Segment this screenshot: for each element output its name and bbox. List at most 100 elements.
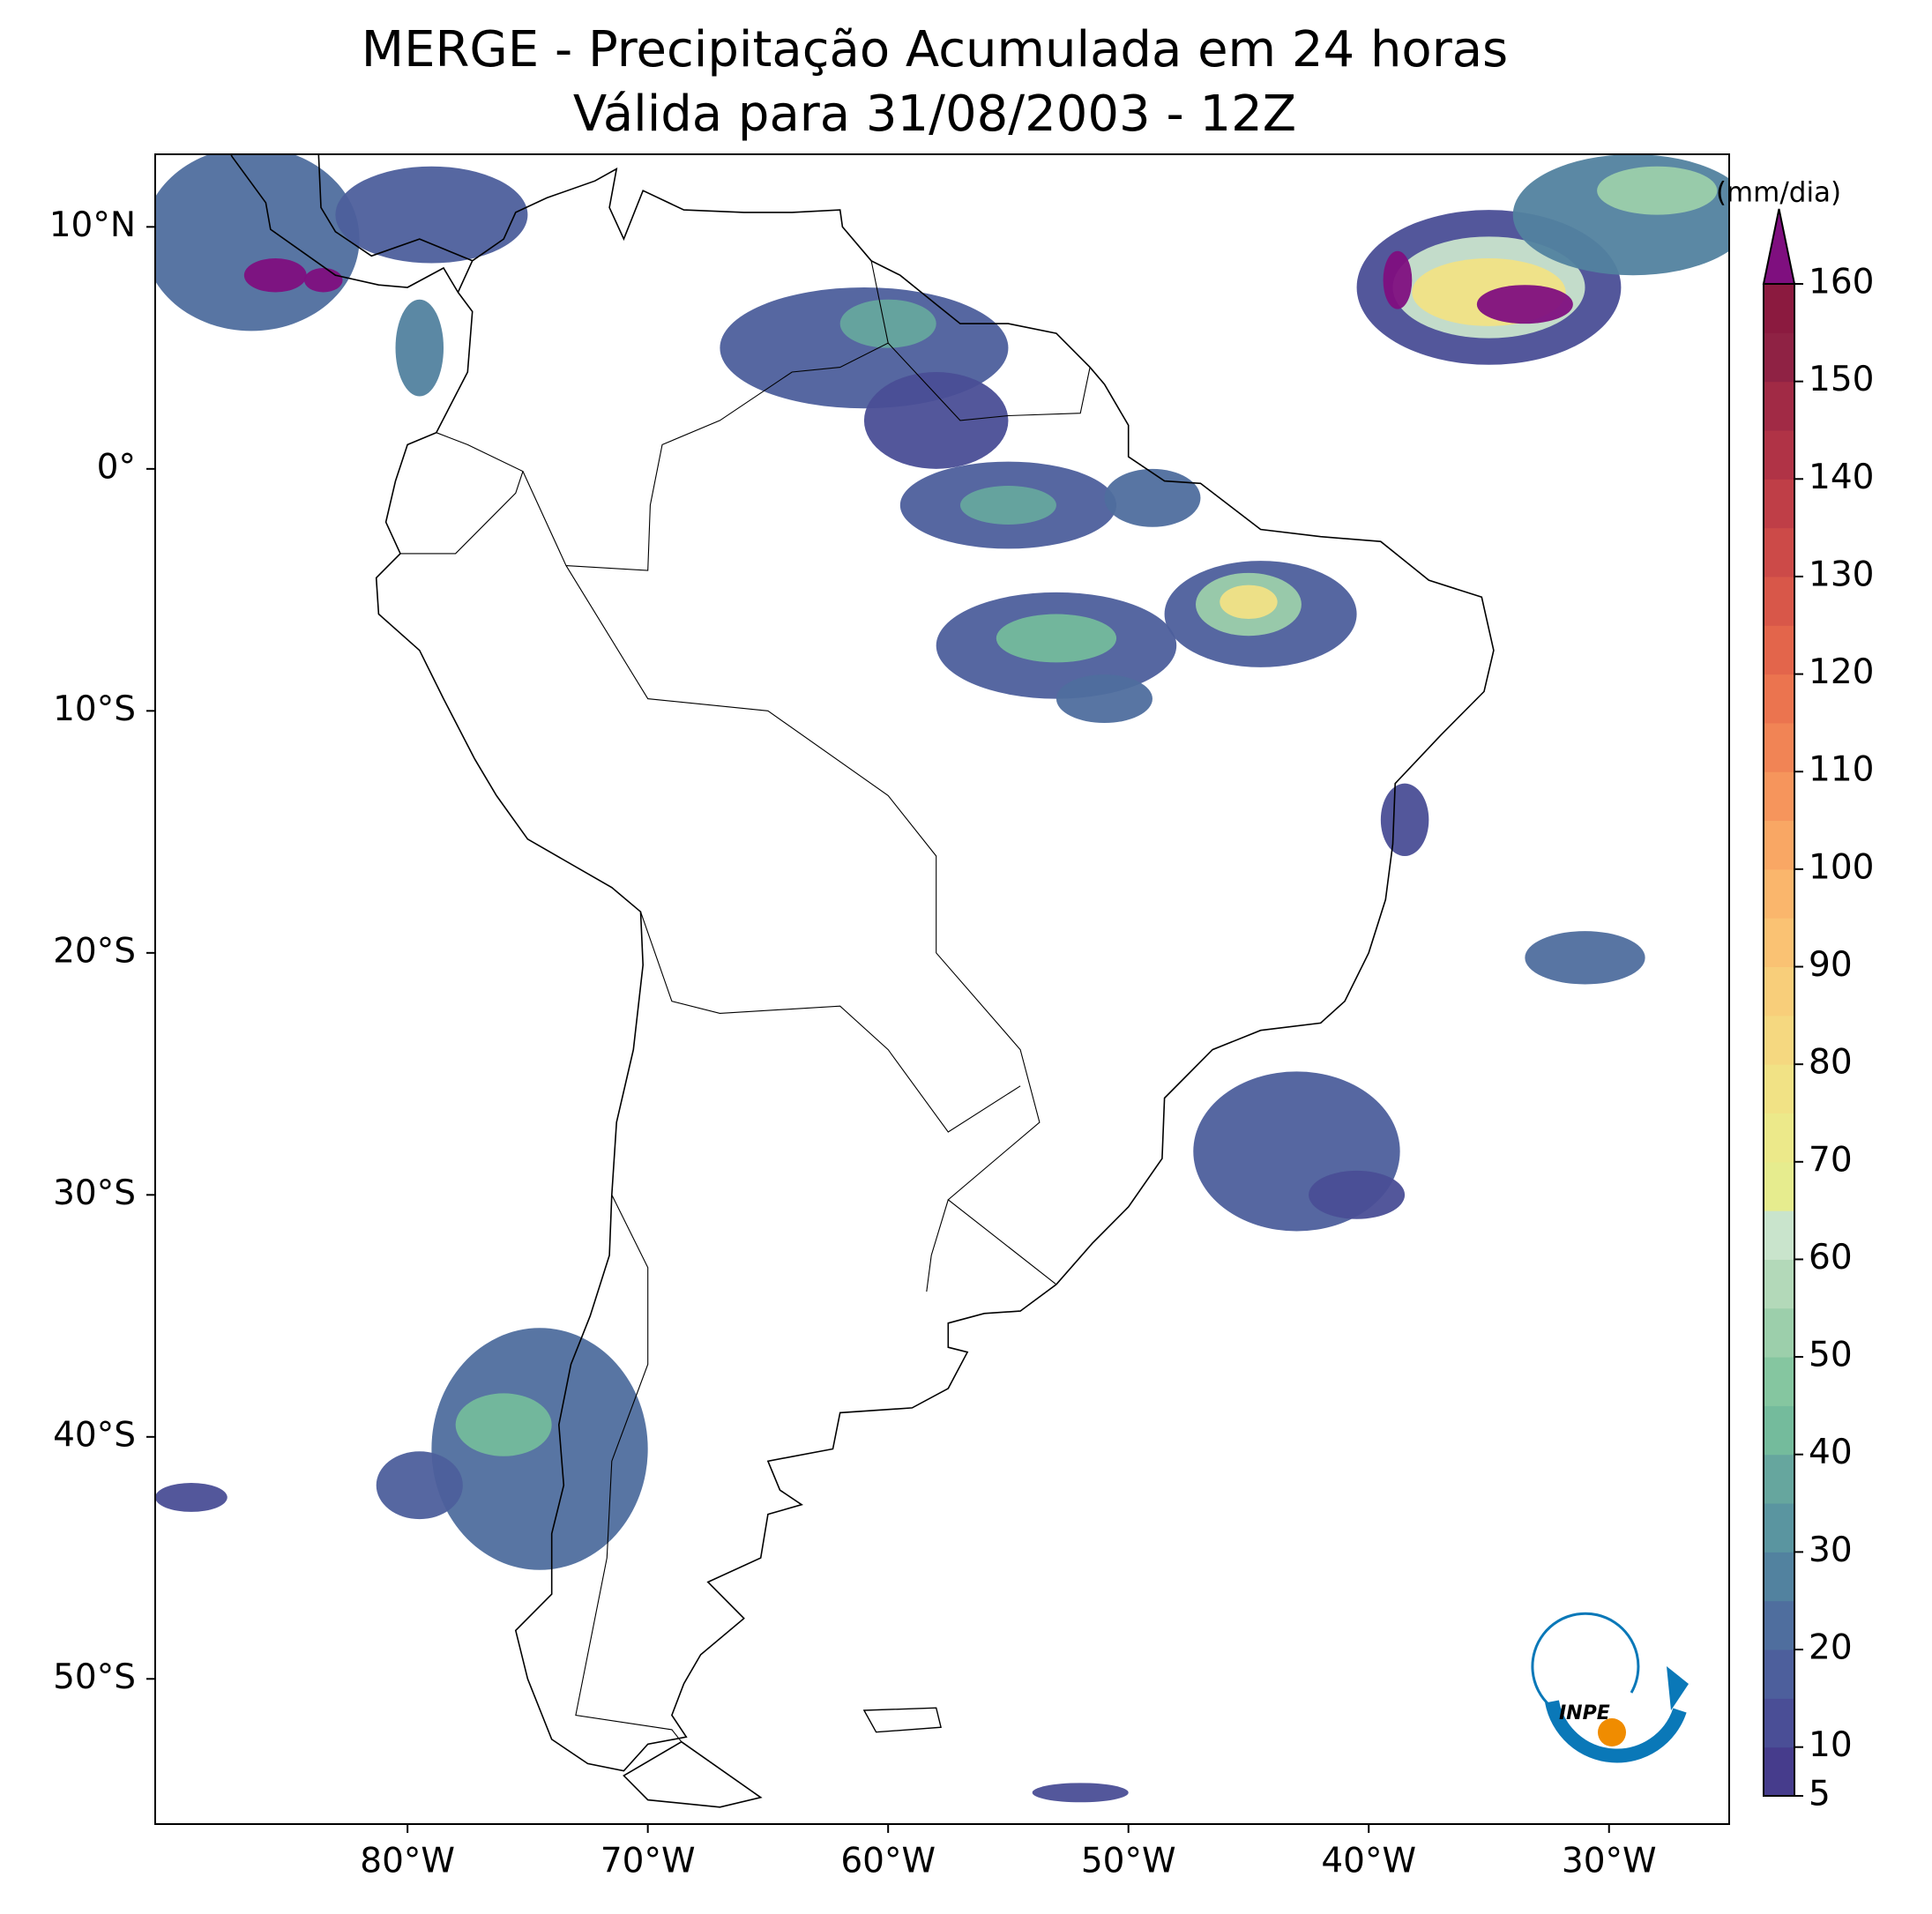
colorbar-band: [1764, 674, 1794, 724]
colorbar-band: [1764, 1064, 1794, 1113]
y-tick-label: 10°N: [49, 205, 136, 245]
colorbar-tick-label: 80: [1809, 1043, 1853, 1083]
colorbar-band: [1764, 918, 1794, 968]
coastline: [229, 154, 459, 293]
colorbar-band: [1764, 1015, 1794, 1065]
coastline: [862, 1707, 942, 1733]
colorbar-band: [1764, 1113, 1794, 1163]
precip-patch: [1597, 166, 1718, 215]
colorbar-tick-label: 90: [1809, 945, 1853, 985]
precip-patch: [1309, 1170, 1406, 1219]
precip-patch: [996, 614, 1117, 663]
colorbar-band: [1764, 527, 1794, 577]
x-tick-label: 60°W: [840, 1842, 936, 1881]
colorbar-band: [1764, 625, 1794, 675]
colorbar-band: [1764, 1210, 1794, 1260]
colorbar-band: [1764, 429, 1794, 480]
x-tick-label: 70°W: [600, 1842, 696, 1881]
logo-arrow: [1667, 1666, 1689, 1710]
coastline: [317, 154, 474, 262]
colorbar-band: [1764, 1503, 1794, 1553]
colorbar-band: [1764, 1161, 1794, 1211]
y-tick-label: 40°S: [53, 1415, 136, 1455]
precip-patch: [155, 154, 360, 331]
y-tick-label: 50°S: [53, 1657, 136, 1697]
colorbar-band: [1764, 381, 1794, 431]
colorbar-tick-label: 70: [1809, 1140, 1853, 1180]
colorbar-band: [1764, 332, 1794, 383]
precip-patch: [839, 299, 936, 348]
precip-patch: [863, 372, 1009, 469]
colorbar-band: [1764, 1552, 1794, 1602]
precip-patch: [431, 1328, 648, 1570]
country-border: [639, 912, 1021, 1133]
y-tick-label: 30°S: [53, 1173, 136, 1213]
country-border: [575, 1195, 683, 1743]
colorbar-band: [1764, 1454, 1794, 1504]
colorbar-tick-label: 150: [1809, 360, 1874, 399]
map-title: MERGE - Precipitação Acumulada em 24 hor…: [362, 21, 1508, 78]
precip-patch: [1525, 931, 1645, 985]
colorbar-band: [1764, 1650, 1794, 1699]
colorbar-label: (mm/dia): [1716, 177, 1841, 209]
precip-patch: [1056, 674, 1152, 724]
colorbar-tick-label: 50: [1809, 1336, 1853, 1375]
colorbar-band: [1764, 1600, 1794, 1650]
colorbar-extend: [1762, 208, 1796, 285]
precip-patch: [243, 258, 307, 293]
colorbar-band: [1764, 771, 1794, 822]
colorbar-band: [1764, 1357, 1794, 1406]
colorbar-tick-label: 160: [1809, 263, 1874, 302]
colorbar-band: [1764, 1405, 1794, 1456]
map-subtitle: Válida para 31/08/2003 - 12Z: [573, 86, 1296, 143]
colorbar-band: [1764, 1307, 1794, 1358]
colorbar-frame: [1763, 283, 1795, 1797]
x-tick-label: 80°W: [360, 1842, 455, 1881]
x-tick-label: 30°W: [1562, 1842, 1657, 1881]
map-area: [155, 154, 1729, 1808]
logo-dot: [1598, 1718, 1626, 1746]
colorbar-tick-label: 130: [1809, 555, 1874, 594]
colorbar-tick-label: 120: [1809, 652, 1874, 692]
x-tick-label: 40°W: [1321, 1842, 1416, 1881]
colorbar-band: [1764, 722, 1794, 772]
coastline: [623, 1740, 763, 1808]
logo-arc: [1545, 1700, 1687, 1763]
colorbar-band: [1764, 1746, 1794, 1797]
precip-patch: [1380, 783, 1429, 857]
x-tick-label: 50°W: [1081, 1842, 1176, 1881]
precip-patch: [303, 268, 343, 293]
y-tick-label: 20°S: [53, 931, 136, 971]
precip-patch: [376, 1451, 463, 1520]
colorbar-band: [1764, 1698, 1794, 1748]
colorbar-tick-label: 10: [1809, 1725, 1853, 1765]
y-tick-label: 0°: [97, 447, 136, 487]
colorbar-band: [1764, 1259, 1794, 1309]
country-border: [565, 260, 889, 571]
country-border: [522, 471, 1057, 1285]
precip-patch: [455, 1393, 552, 1456]
colorbar-band: [1764, 576, 1794, 626]
country-border: [400, 432, 524, 555]
logo: INPE: [1531, 1612, 1689, 1763]
colorbar-tick-label: 140: [1809, 458, 1874, 497]
precip-patch: [1383, 250, 1413, 309]
y-tick-label: 10°S: [53, 689, 136, 729]
country-border: [926, 1199, 949, 1292]
precip-patch: [395, 299, 444, 397]
logo-text: INPE: [1559, 1702, 1610, 1724]
precip-patch: [1032, 1783, 1129, 1803]
coastline: [375, 167, 1495, 1772]
logo-ring: [1531, 1612, 1640, 1708]
precip-patch: [1476, 285, 1573, 324]
precip-patch: [1104, 468, 1201, 527]
colorbar-tick-label: 40: [1809, 1433, 1853, 1472]
colorbar-band: [1764, 820, 1794, 870]
colorbar-band: [1764, 868, 1794, 919]
colorbar-band: [1764, 479, 1794, 529]
colorbar-tick-label: 20: [1809, 1628, 1853, 1668]
colorbar-band: [1764, 284, 1794, 333]
precip-patch: [155, 1482, 228, 1512]
country-border: [887, 342, 1091, 421]
